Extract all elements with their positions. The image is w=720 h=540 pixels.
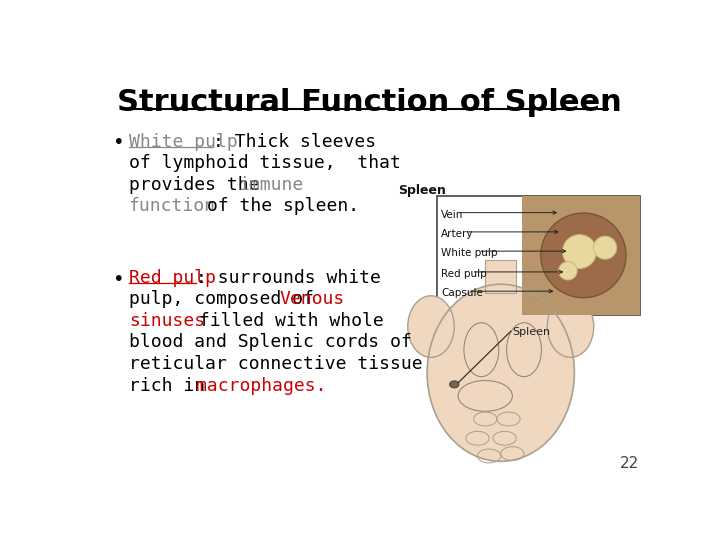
Ellipse shape <box>449 381 459 388</box>
Text: Venous: Venous <box>280 291 345 308</box>
Text: Vein: Vein <box>441 210 464 220</box>
Text: of lymphoid tissue,  that: of lymphoid tissue, that <box>129 154 400 172</box>
Text: macrophages.: macrophages. <box>196 376 326 395</box>
Text: •: • <box>113 269 125 288</box>
Text: Artery: Artery <box>441 229 474 239</box>
Circle shape <box>593 236 617 259</box>
Text: : Thick sleeves: : Thick sleeves <box>212 132 376 151</box>
Text: : surrounds white: : surrounds white <box>196 269 381 287</box>
Text: Capsule: Capsule <box>441 288 483 298</box>
Text: Spleen: Spleen <box>513 327 551 336</box>
Text: reticular connective tissue: reticular connective tissue <box>129 355 423 373</box>
Text: function: function <box>129 197 216 215</box>
Text: •: • <box>113 133 125 152</box>
Circle shape <box>541 213 626 298</box>
Text: Structural Function of Spleen: Structural Function of Spleen <box>117 88 621 117</box>
Text: White pulp: White pulp <box>441 248 498 258</box>
FancyBboxPatch shape <box>485 260 516 294</box>
Text: rich in: rich in <box>129 376 216 395</box>
FancyBboxPatch shape <box>523 195 640 315</box>
Text: blood and Splenic cords of: blood and Splenic cords of <box>129 334 412 352</box>
Ellipse shape <box>427 284 575 461</box>
Text: Red pulp: Red pulp <box>129 269 216 287</box>
Text: immune: immune <box>238 176 303 194</box>
FancyBboxPatch shape <box>437 195 640 315</box>
Text: of the spleen.: of the spleen. <box>196 197 359 215</box>
Text: pulp, composed of: pulp, composed of <box>129 291 325 308</box>
Ellipse shape <box>408 296 454 357</box>
Ellipse shape <box>547 296 594 357</box>
Text: 22: 22 <box>619 456 639 471</box>
Text: provides the: provides the <box>129 176 270 194</box>
Text: sinuses: sinuses <box>129 312 205 330</box>
Text: White pulp: White pulp <box>129 132 238 151</box>
Text: Red pulp: Red pulp <box>441 269 487 279</box>
Text: filled with whole: filled with whole <box>187 312 383 330</box>
Circle shape <box>562 234 597 268</box>
Text: Spleen: Spleen <box>398 184 446 197</box>
Circle shape <box>559 261 577 280</box>
